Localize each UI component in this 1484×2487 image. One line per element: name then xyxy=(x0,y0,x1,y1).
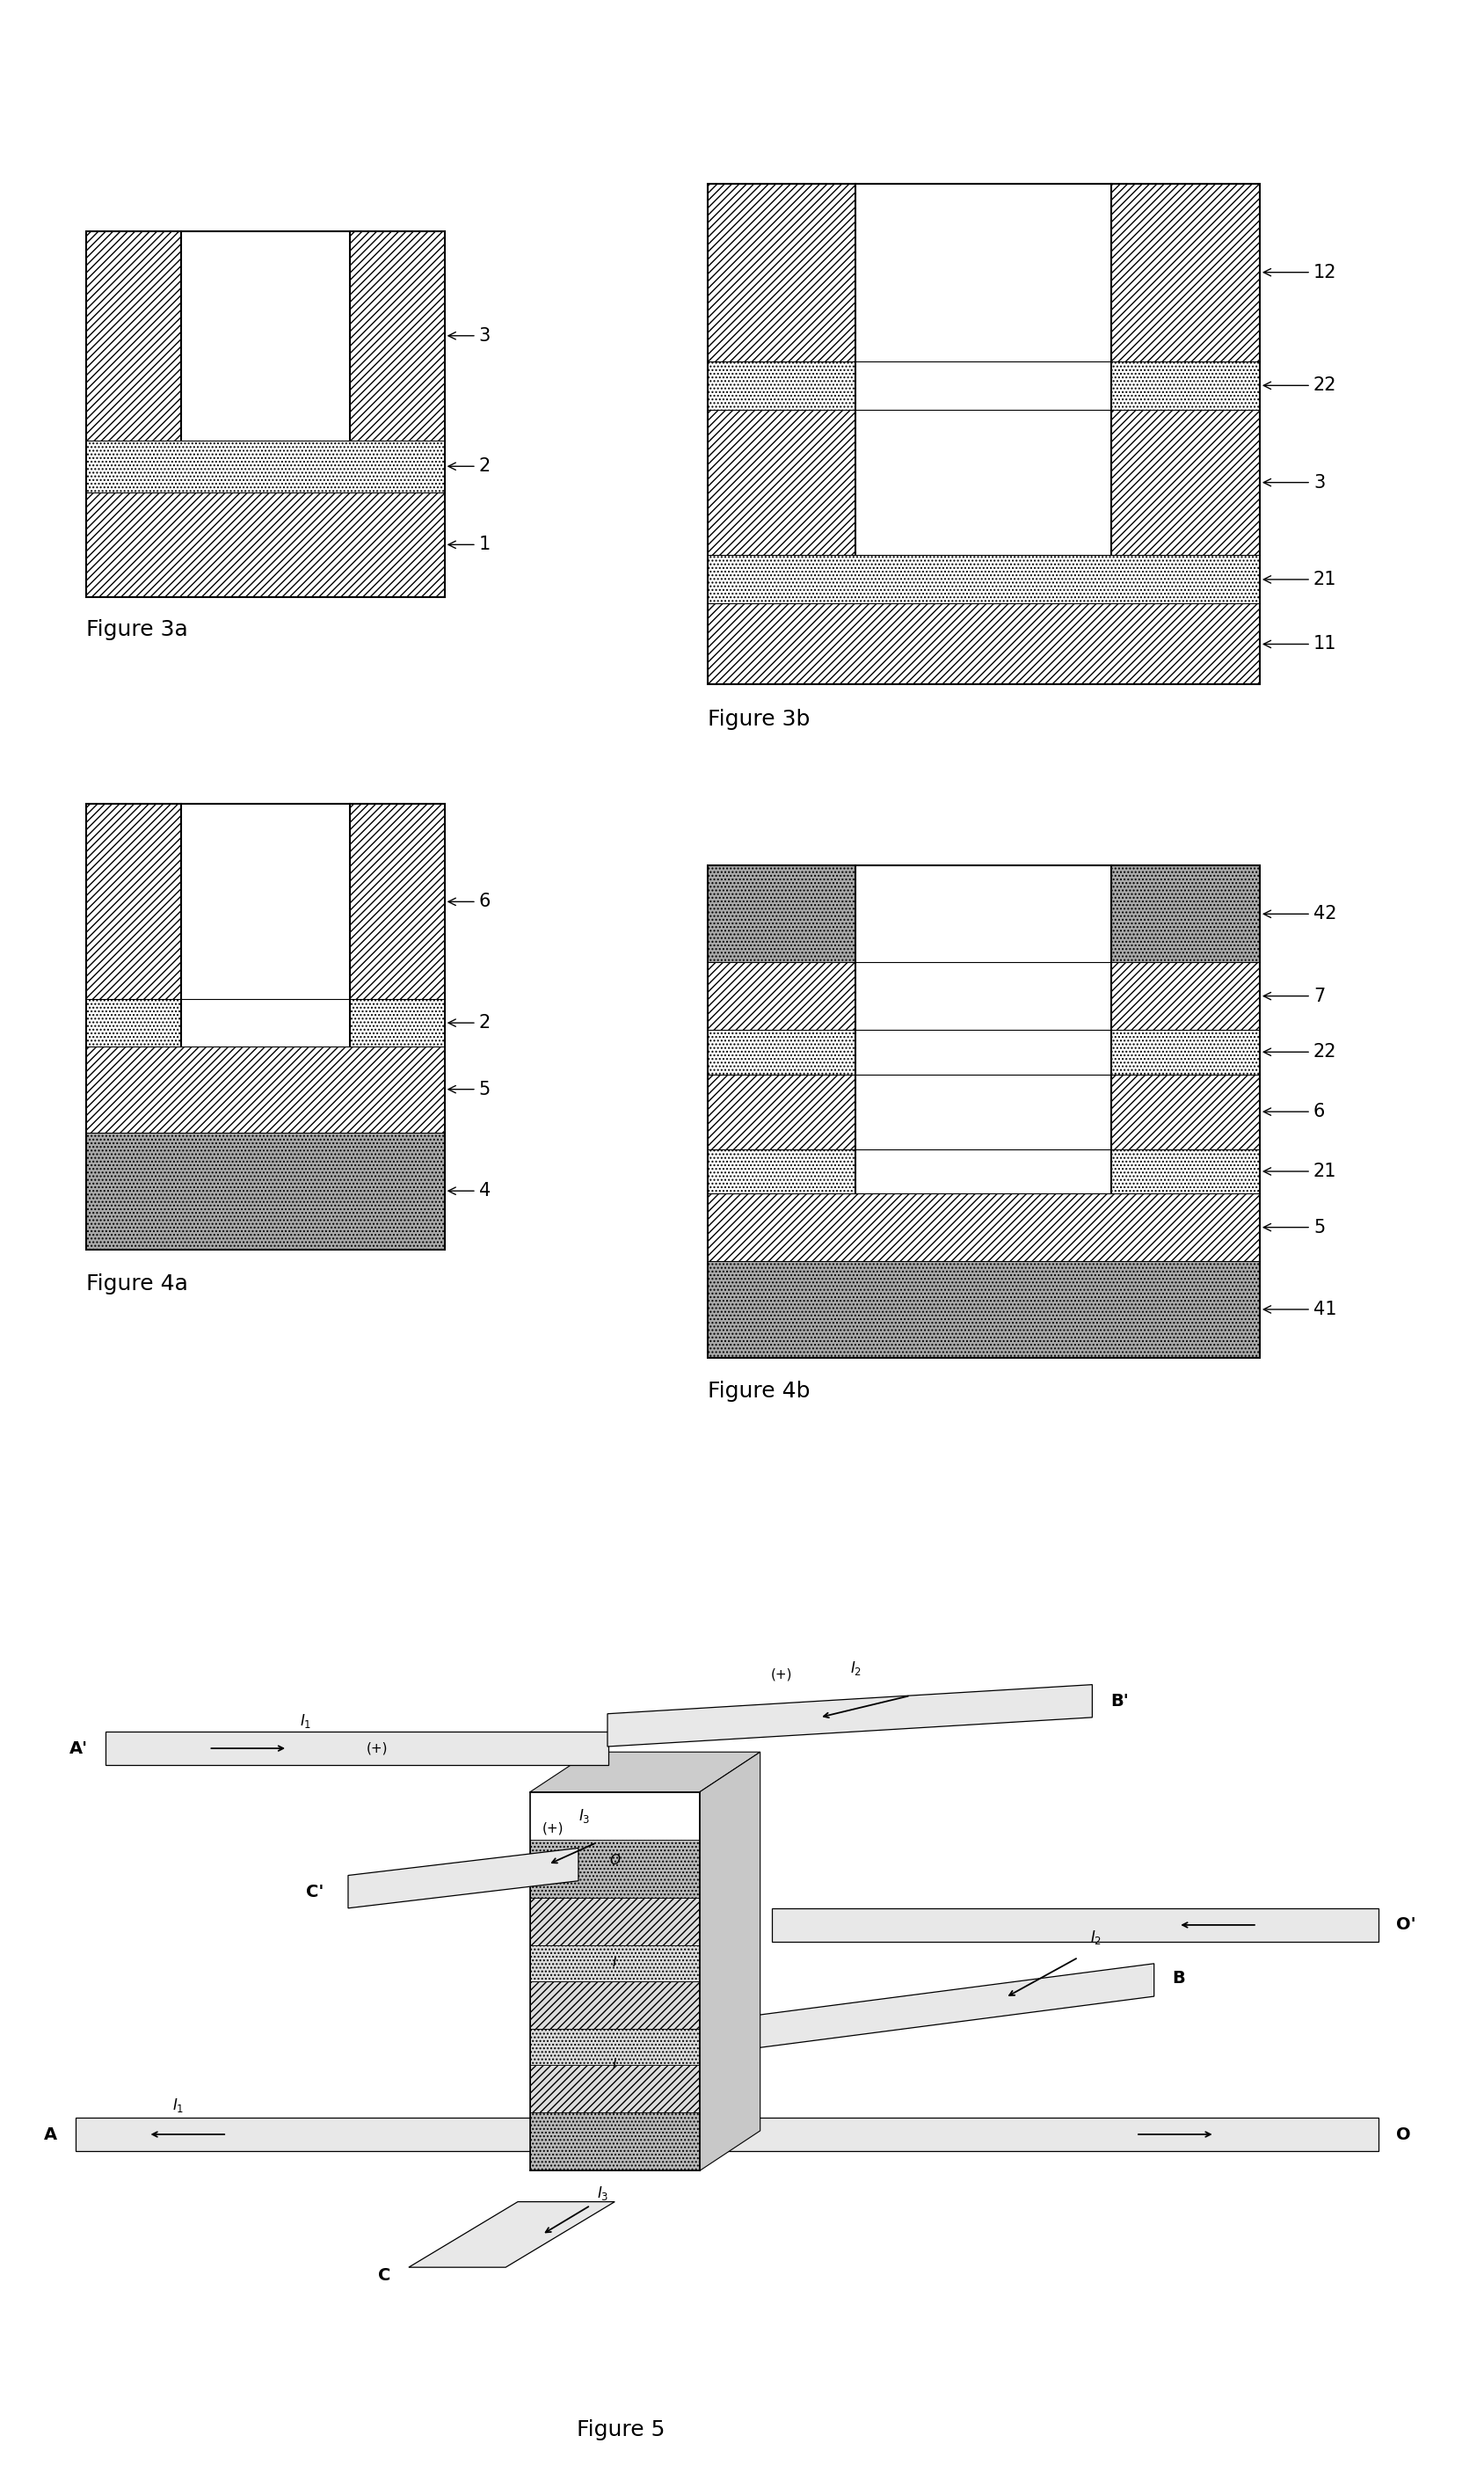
Text: $I_2$: $I_2$ xyxy=(1091,1930,1103,1947)
Text: (+): (+) xyxy=(772,1669,792,1681)
Polygon shape xyxy=(712,2119,1379,2151)
Bar xyxy=(708,865,1260,1358)
Bar xyxy=(530,2111,699,2171)
Bar xyxy=(708,1030,856,1074)
Text: $I_1$: $I_1$ xyxy=(300,1714,312,1731)
Bar xyxy=(530,2029,699,2064)
Polygon shape xyxy=(76,2119,542,2151)
Text: Figure 4b: Figure 4b xyxy=(708,1380,810,1400)
Bar xyxy=(1112,1074,1260,1149)
Bar xyxy=(708,361,856,410)
Text: 5: 5 xyxy=(1263,1219,1325,1236)
Bar xyxy=(708,604,1260,684)
Text: 7: 7 xyxy=(1263,987,1325,1005)
Polygon shape xyxy=(607,1684,1092,1746)
Bar xyxy=(86,1000,181,1047)
Text: B': B' xyxy=(1110,1694,1129,1709)
Text: I: I xyxy=(613,2059,617,2072)
Polygon shape xyxy=(705,1965,1155,2054)
Bar xyxy=(708,865,856,962)
Text: C: C xyxy=(378,2268,390,2283)
Text: 5: 5 xyxy=(448,1079,491,1099)
Text: B: B xyxy=(1172,1970,1186,1987)
Text: 21: 21 xyxy=(1263,1161,1337,1181)
Polygon shape xyxy=(530,1751,760,1793)
Bar xyxy=(708,1149,856,1194)
Text: 3: 3 xyxy=(1263,473,1325,492)
Text: 42: 42 xyxy=(1263,905,1337,923)
Bar xyxy=(350,803,445,1000)
Bar xyxy=(708,1074,856,1149)
Text: 6: 6 xyxy=(1263,1102,1325,1122)
Polygon shape xyxy=(699,1751,760,2171)
Bar xyxy=(1112,865,1260,962)
Text: I: I xyxy=(613,1955,617,1970)
Text: O: O xyxy=(1396,2126,1411,2144)
Bar xyxy=(86,803,445,1248)
Bar xyxy=(708,555,1260,604)
Bar xyxy=(530,1898,699,1945)
Text: 6: 6 xyxy=(448,893,491,910)
Text: O': O' xyxy=(1396,1917,1416,1932)
Bar xyxy=(86,231,181,440)
Polygon shape xyxy=(408,2201,614,2268)
Text: 3: 3 xyxy=(448,326,491,346)
Text: O: O xyxy=(610,1853,620,1868)
Bar xyxy=(1112,410,1260,555)
Bar xyxy=(86,803,181,1000)
Bar xyxy=(708,410,856,555)
Polygon shape xyxy=(772,1908,1379,1942)
Text: $I_1$: $I_1$ xyxy=(172,2097,184,2114)
Bar xyxy=(1112,361,1260,410)
Text: $I_3$: $I_3$ xyxy=(597,2184,608,2201)
Bar xyxy=(86,1132,445,1248)
Text: 2: 2 xyxy=(448,458,491,475)
Text: 22: 22 xyxy=(1263,376,1337,395)
Text: $I_3$: $I_3$ xyxy=(579,1808,591,1825)
Polygon shape xyxy=(105,1731,608,1766)
Text: 4: 4 xyxy=(448,1181,491,1199)
Bar xyxy=(708,962,856,1030)
Bar xyxy=(530,1945,699,1982)
Bar xyxy=(350,231,445,440)
Bar xyxy=(1112,1030,1260,1074)
Bar xyxy=(350,1000,445,1047)
Bar xyxy=(86,492,445,597)
Bar xyxy=(86,231,445,597)
Bar xyxy=(530,2064,699,2111)
Bar xyxy=(1112,1149,1260,1194)
Text: 21: 21 xyxy=(1263,570,1337,589)
Bar xyxy=(530,1982,699,2029)
Bar xyxy=(1112,184,1260,361)
Text: 11: 11 xyxy=(1263,634,1337,654)
Text: (+): (+) xyxy=(367,1741,387,1756)
Bar xyxy=(708,1194,1260,1261)
Bar xyxy=(708,184,1260,684)
Text: (+): (+) xyxy=(542,1823,564,1835)
Text: 41: 41 xyxy=(1263,1301,1337,1318)
Text: $I_2$: $I_2$ xyxy=(850,1659,861,1676)
Text: Figure 5: Figure 5 xyxy=(577,2420,665,2440)
Text: 12: 12 xyxy=(1263,264,1337,281)
Text: 22: 22 xyxy=(1263,1042,1337,1062)
Polygon shape xyxy=(349,1848,579,1908)
Text: A: A xyxy=(45,2126,58,2144)
Text: A': A' xyxy=(68,1741,88,1756)
Text: C': C' xyxy=(306,1883,324,1900)
Text: Figure 4a: Figure 4a xyxy=(86,1273,187,1293)
Bar xyxy=(1112,962,1260,1030)
Text: Figure 3b: Figure 3b xyxy=(708,709,810,729)
Text: Figure 3a: Figure 3a xyxy=(86,619,187,639)
Text: 2: 2 xyxy=(448,1015,491,1032)
Text: 1: 1 xyxy=(448,535,491,555)
Bar xyxy=(708,184,856,361)
Bar xyxy=(530,1840,699,1898)
Bar xyxy=(86,440,445,492)
Bar xyxy=(708,1261,1260,1358)
Bar xyxy=(86,1047,445,1132)
